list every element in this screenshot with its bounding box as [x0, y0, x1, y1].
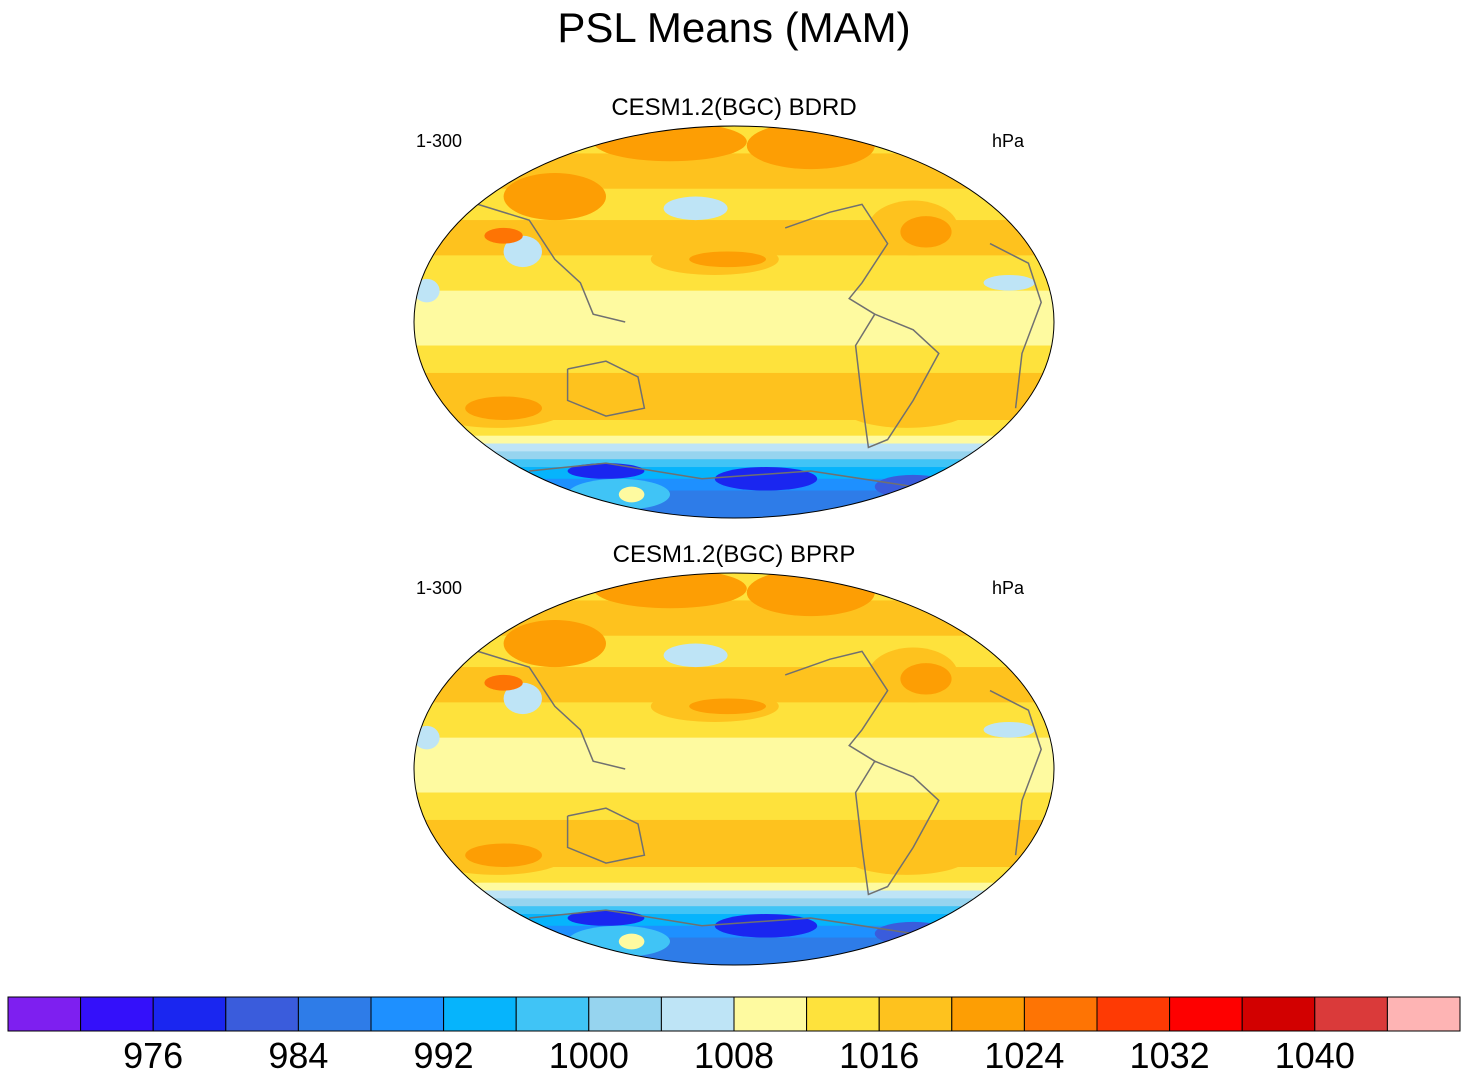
contour-band-9: [414, 435, 1054, 445]
contour-region-3: [663, 643, 728, 668]
contour-region-8: [503, 235, 542, 268]
contour-region-10: [983, 721, 1035, 738]
contour-region-10: [983, 274, 1035, 291]
north-america-coast: [784, 650, 889, 762]
colorbar-tick-label: 1016: [839, 1035, 920, 1076]
contour-band-10: [414, 443, 1054, 453]
contour-band-11: [414, 898, 1054, 908]
colorbar-box-6: [443, 996, 517, 1032]
colorbar-box-5: [370, 996, 445, 1032]
contour-region-11: [414, 278, 440, 303]
colorbar-tick-label: 1008: [693, 1035, 775, 1076]
contour-region-14: [842, 388, 971, 428]
colorbar-box-1: [80, 996, 154, 1032]
contour-region-18: [618, 933, 645, 950]
colorbar-box-9: [660, 996, 735, 1032]
colorbar-box-19: [1386, 996, 1461, 1032]
south-america-coast: [854, 313, 940, 449]
colorbar-box-0: [7, 996, 82, 1032]
contour-region-13: [465, 843, 542, 867]
panel-2-left-label: 1-300: [416, 578, 463, 598]
asia-coast: [477, 203, 626, 323]
africa-coast: [989, 689, 1042, 856]
contour-band-6: [414, 792, 1054, 821]
contour-band-10: [414, 890, 1054, 900]
contour-region-13: [465, 396, 542, 420]
contour-region-5: [900, 216, 952, 248]
contour-band-12: [414, 459, 1054, 469]
colorbar-tick-label: 1032: [1129, 1035, 1210, 1076]
colorbar-tick-label: 992: [413, 1035, 474, 1076]
contour-region-8: [503, 682, 542, 715]
colorbar-tick-label: 1040: [1274, 1035, 1355, 1076]
figure-title: PSL Means (MAM): [557, 4, 911, 51]
contour-band-12: [414, 906, 1054, 916]
colorbar-tick-label: 984: [268, 1035, 329, 1076]
north-america-coast: [784, 203, 889, 315]
colorbar-box-13: [951, 996, 1025, 1032]
colorbar-box-10: [733, 996, 808, 1032]
africa-coast: [989, 242, 1042, 409]
colorbar-box-3: [225, 996, 299, 1032]
colorbar-box-12: [878, 996, 953, 1032]
australia-coast: [566, 807, 646, 864]
contour-band-5: [414, 290, 1054, 347]
contour-region-15: [567, 910, 645, 926]
asia-coast: [477, 650, 626, 770]
colorbar-box-16: [1169, 996, 1243, 1032]
panel-1-units-label: hPa: [992, 131, 1025, 151]
panel-2-units-label: hPa: [992, 578, 1025, 598]
australia-coast: [566, 360, 646, 417]
colorbar-tick-label: 1000: [548, 1035, 629, 1076]
contour-region-11: [414, 725, 440, 750]
south-america-coast: [854, 760, 940, 896]
colorbar-box-2: [152, 996, 227, 1032]
contour-region-9: [484, 674, 523, 691]
map-outline: [413, 125, 1055, 519]
colorbar-box-15: [1096, 996, 1171, 1032]
map-outline: [413, 572, 1055, 966]
colorbar-box-4: [297, 996, 372, 1032]
contour-band-6: [414, 345, 1054, 374]
panel-1-left-label: 1-300: [416, 131, 463, 151]
colorbar-box-7: [515, 996, 590, 1032]
contour-region-3: [663, 196, 728, 221]
contour-region-2: [503, 173, 606, 221]
colorbar-box-14: [1023, 996, 1098, 1032]
colorbar-box-17: [1241, 996, 1316, 1032]
contour-region-2: [503, 620, 606, 668]
panel-2-title: CESM1.2(BGC) BPRP: [612, 541, 856, 568]
colorbar-tick-label: 1024: [984, 1035, 1065, 1076]
colorbar-box-11: [806, 996, 880, 1032]
colorbar-box-8: [588, 996, 662, 1032]
contour-region-18: [618, 486, 645, 503]
contour-region-7: [689, 698, 766, 715]
panel-1-title: CESM1.2(BGC) BDRD: [611, 94, 857, 121]
contour-band-11: [414, 451, 1054, 461]
contour-band-5: [414, 737, 1054, 794]
contour-band-9: [414, 882, 1054, 892]
colorbar-tick-label: 976: [123, 1035, 184, 1076]
contour-region-7: [689, 251, 766, 268]
colorbar-box-18: [1314, 996, 1388, 1032]
contour-region-14: [842, 835, 971, 875]
contour-region-15: [567, 463, 645, 479]
contour-region-9: [484, 227, 523, 244]
contour-region-5: [900, 663, 952, 695]
